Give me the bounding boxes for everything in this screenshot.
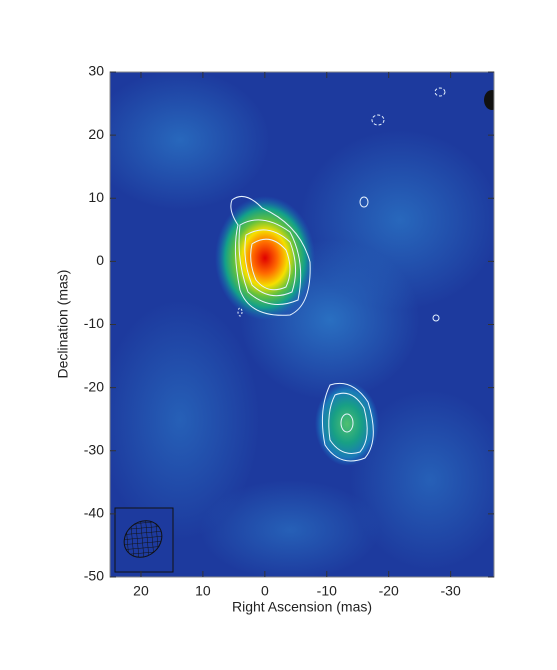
y-tick-label: -50 [84, 568, 104, 584]
x-tick-label: 20 [133, 583, 149, 599]
y-tick-label: -30 [84, 441, 104, 457]
y-tick-label: 10 [88, 189, 104, 205]
y-axis-label: Declination (mas) [55, 270, 71, 379]
x-axis-label: Right Ascension (mas) [232, 599, 372, 615]
y-tick-label: 0 [96, 252, 104, 268]
x-tick-label: -10 [317, 583, 337, 599]
y-tick-label: -40 [84, 505, 104, 521]
y-tick-label: 30 [88, 63, 104, 79]
image [110, 72, 494, 577]
x-tick-label: 0 [261, 583, 269, 599]
y-tick-label: 20 [88, 126, 104, 142]
x-tick-label: -20 [379, 583, 399, 599]
y-tick-label: -20 [84, 378, 104, 394]
x-tick-label: -30 [441, 583, 461, 599]
x-tick-label: 10 [195, 583, 211, 599]
y-tick-label: -10 [84, 315, 104, 331]
